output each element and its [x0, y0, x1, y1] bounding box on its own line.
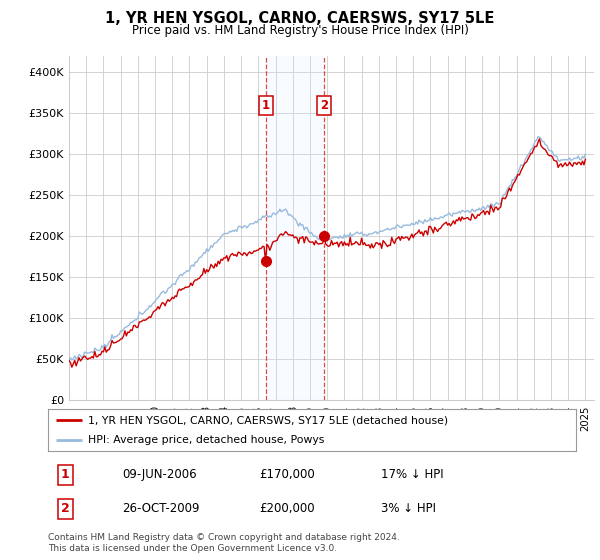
Text: HPI: Average price, detached house, Powys: HPI: Average price, detached house, Powy…: [88, 435, 324, 445]
Text: 17% ↓ HPI: 17% ↓ HPI: [380, 468, 443, 481]
Text: 09-JUN-2006: 09-JUN-2006: [122, 468, 197, 481]
Text: 1, YR HEN YSGOL, CARNO, CAERSWS, SY17 5LE (detached house): 1, YR HEN YSGOL, CARNO, CAERSWS, SY17 5L…: [88, 415, 448, 425]
Text: Price paid vs. HM Land Registry's House Price Index (HPI): Price paid vs. HM Land Registry's House …: [131, 24, 469, 36]
Text: 2: 2: [61, 502, 70, 515]
Text: 3% ↓ HPI: 3% ↓ HPI: [380, 502, 436, 515]
Text: 26-OCT-2009: 26-OCT-2009: [122, 502, 199, 515]
Text: £170,000: £170,000: [259, 468, 315, 481]
Text: £200,000: £200,000: [259, 502, 315, 515]
Text: 1, YR HEN YSGOL, CARNO, CAERSWS, SY17 5LE: 1, YR HEN YSGOL, CARNO, CAERSWS, SY17 5L…: [106, 11, 494, 26]
Text: 2: 2: [320, 100, 328, 113]
Bar: [266, 56, 324, 400]
Text: Contains HM Land Registry data © Crown copyright and database right 2024.
This d: Contains HM Land Registry data © Crown c…: [48, 533, 400, 553]
Text: 1: 1: [61, 468, 70, 481]
Text: 1: 1: [262, 100, 270, 113]
